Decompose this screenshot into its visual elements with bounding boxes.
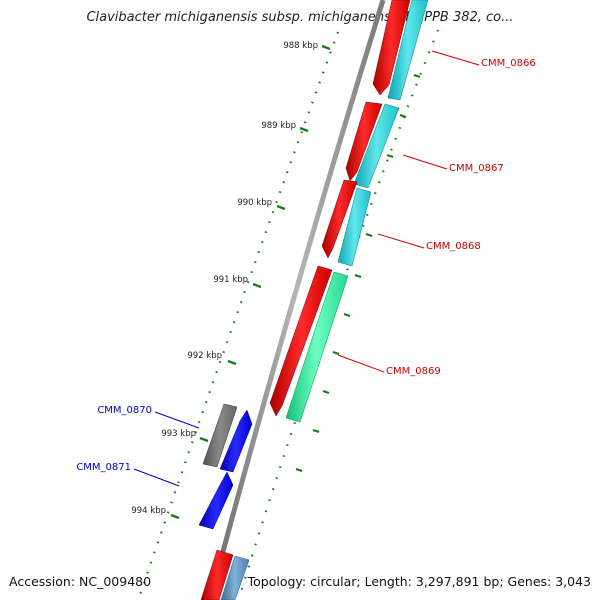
- gene-label-cmm-0866[interactable]: CMM_0866: [481, 58, 536, 69]
- gene-cmm-0869-green-segment[interactable]: [285, 271, 349, 423]
- gene-cmm-0866-cyan-segment[interactable]: [387, 0, 429, 101]
- tick-label-992: 992 kbp: [187, 351, 222, 361]
- gene-cmm-0870-blue[interactable]: [219, 409, 253, 473]
- tick-label-993: 993 kbp: [161, 429, 196, 439]
- tick-mark-988: [321, 44, 331, 51]
- genome-summary-text: Topology: circular; Length: 3,297,891 bp…: [247, 574, 591, 589]
- connector-cmm-0869: [337, 354, 385, 373]
- tick-label-989: 989 kbp: [261, 121, 296, 131]
- tick-mark-994: [170, 513, 180, 520]
- connector-cmm-0866: [431, 50, 480, 66]
- gene-cmm-0867-red-segment[interactable]: [345, 101, 383, 182]
- gene-bottom-red[interactable]: [200, 549, 234, 600]
- gene-cmm-0868-red-segment[interactable]: [321, 179, 358, 259]
- forward-track-dots: [238, 29, 440, 596]
- tick-label-994: 994 kbp: [131, 506, 166, 516]
- forward-track-dashes: [295, 73, 421, 473]
- tick-mark-991: [252, 282, 262, 289]
- tick-mark-992: [227, 359, 237, 366]
- tick-label-988: 988 kbp: [283, 41, 318, 51]
- gene-cmm-0869-red-segment[interactable]: [269, 265, 333, 417]
- tick-label-990: 990 kbp: [237, 198, 272, 208]
- tick-mark-990: [276, 204, 286, 211]
- gene-cmm-0868-cyan-segment[interactable]: [337, 187, 372, 267]
- tick-mark-989: [299, 126, 309, 133]
- gene-label-connectors: [133, 50, 480, 487]
- gene-bottom-steel[interactable]: [220, 555, 250, 600]
- gene-cmm-0871-blue[interactable]: [198, 471, 234, 530]
- kbp-tick-marks: [170, 44, 331, 520]
- tick-label-991: 991 kbp: [213, 275, 248, 285]
- gene-cmm-0867-cyan-segment[interactable]: [353, 103, 400, 189]
- accession-text: Accession: NC_009480: [9, 574, 152, 589]
- gene-label-cmm-0871[interactable]: CMM_0871: [76, 462, 131, 473]
- gene-label-cmm-0868[interactable]: CMM_0868: [426, 241, 481, 252]
- gene-cmm-0870-gray[interactable]: [202, 403, 238, 468]
- connector-cmm-0870: [154, 411, 200, 429]
- connector-cmm-0867: [402, 154, 448, 170]
- connector-cmm-0871: [133, 468, 180, 487]
- gene-label-cmm-0867[interactable]: CMM_0867: [449, 163, 504, 174]
- gene-cmm-0866-red-segment[interactable]: [372, 0, 411, 96]
- tick-mark-993: [199, 436, 209, 443]
- gene-label-cmm-0870[interactable]: CMM_0870: [97, 405, 152, 416]
- genome-backbone: [207, 0, 386, 600]
- gene-label-cmm-0869[interactable]: CMM_0869: [386, 366, 441, 377]
- connector-cmm-0868: [377, 233, 425, 249]
